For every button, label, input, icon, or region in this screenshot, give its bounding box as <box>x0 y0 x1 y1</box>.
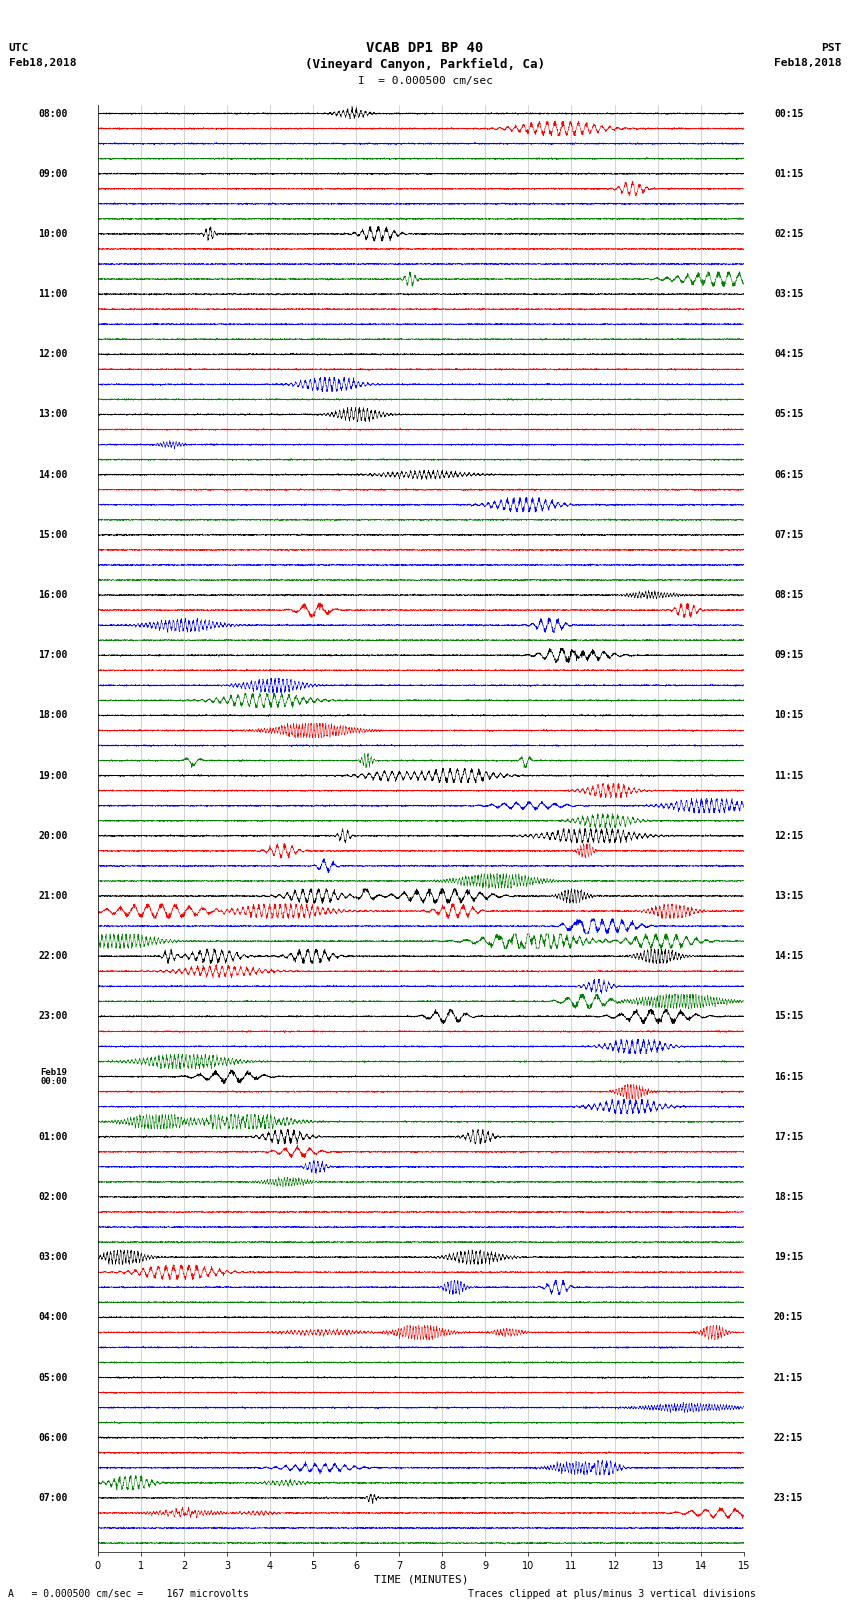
Text: Feb18,2018: Feb18,2018 <box>8 58 76 68</box>
Text: 06:00: 06:00 <box>38 1432 68 1442</box>
Text: 04:15: 04:15 <box>774 350 803 360</box>
Text: 19:15: 19:15 <box>774 1252 803 1261</box>
Text: 17:15: 17:15 <box>774 1132 803 1142</box>
Text: 12:15: 12:15 <box>774 831 803 840</box>
Text: 13:00: 13:00 <box>38 410 68 419</box>
Text: 17:00: 17:00 <box>38 650 68 660</box>
Text: 14:00: 14:00 <box>38 469 68 479</box>
X-axis label: TIME (MINUTES): TIME (MINUTES) <box>373 1574 468 1586</box>
Text: Feb19: Feb19 <box>41 1068 68 1076</box>
Text: 02:15: 02:15 <box>774 229 803 239</box>
Text: 08:15: 08:15 <box>774 590 803 600</box>
Text: 15:15: 15:15 <box>774 1011 803 1021</box>
Text: 06:15: 06:15 <box>774 469 803 479</box>
Text: 15:00: 15:00 <box>38 529 68 540</box>
Text: 07:00: 07:00 <box>38 1494 68 1503</box>
Text: 04:00: 04:00 <box>38 1313 68 1323</box>
Text: 02:00: 02:00 <box>38 1192 68 1202</box>
Text: 22:15: 22:15 <box>774 1432 803 1442</box>
Text: 14:15: 14:15 <box>774 952 803 961</box>
Text: 05:15: 05:15 <box>774 410 803 419</box>
Text: 03:00: 03:00 <box>38 1252 68 1261</box>
Text: 10:15: 10:15 <box>774 710 803 721</box>
Text: A   = 0.000500 cm/sec =    167 microvolts: A = 0.000500 cm/sec = 167 microvolts <box>8 1589 249 1598</box>
Text: 01:00: 01:00 <box>38 1132 68 1142</box>
Text: 12:00: 12:00 <box>38 350 68 360</box>
Text: 16:15: 16:15 <box>774 1071 803 1082</box>
Text: 20:00: 20:00 <box>38 831 68 840</box>
Text: 22:00: 22:00 <box>38 952 68 961</box>
Text: 23:00: 23:00 <box>38 1011 68 1021</box>
Text: 00:00: 00:00 <box>41 1076 68 1086</box>
Text: 18:15: 18:15 <box>774 1192 803 1202</box>
Text: (Vineyard Canyon, Parkfield, Ca): (Vineyard Canyon, Parkfield, Ca) <box>305 58 545 71</box>
Text: 18:00: 18:00 <box>38 710 68 721</box>
Text: 10:00: 10:00 <box>38 229 68 239</box>
Text: I  = 0.000500 cm/sec: I = 0.000500 cm/sec <box>358 76 492 85</box>
Text: 23:15: 23:15 <box>774 1494 803 1503</box>
Text: 21:00: 21:00 <box>38 890 68 902</box>
Text: Traces clipped at plus/minus 3 vertical divisions: Traces clipped at plus/minus 3 vertical … <box>468 1589 756 1598</box>
Text: 01:15: 01:15 <box>774 169 803 179</box>
Text: 08:00: 08:00 <box>38 108 68 118</box>
Text: 00:15: 00:15 <box>774 108 803 118</box>
Text: PST: PST <box>821 44 842 53</box>
Text: 19:00: 19:00 <box>38 771 68 781</box>
Text: 11:15: 11:15 <box>774 771 803 781</box>
Text: 16:00: 16:00 <box>38 590 68 600</box>
Text: 21:15: 21:15 <box>774 1373 803 1382</box>
Text: VCAB DP1 BP 40: VCAB DP1 BP 40 <box>366 42 484 55</box>
Text: 09:00: 09:00 <box>38 169 68 179</box>
Text: Feb18,2018: Feb18,2018 <box>774 58 842 68</box>
Text: 09:15: 09:15 <box>774 650 803 660</box>
Text: 20:15: 20:15 <box>774 1313 803 1323</box>
Text: 07:15: 07:15 <box>774 529 803 540</box>
Text: UTC: UTC <box>8 44 29 53</box>
Text: 13:15: 13:15 <box>774 890 803 902</box>
Text: 03:15: 03:15 <box>774 289 803 298</box>
Text: 05:00: 05:00 <box>38 1373 68 1382</box>
Text: 11:00: 11:00 <box>38 289 68 298</box>
